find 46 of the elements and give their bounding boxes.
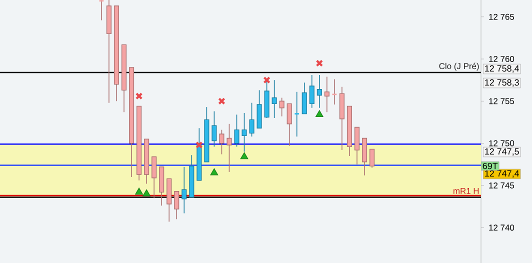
candlestick [370,148,375,168]
candlestick [324,76,330,113]
text: 12 747,4 [485,170,520,178]
candlestick [316,74,322,108]
candlestick [286,103,292,146]
y-tick-label: 12 745 [489,182,514,188]
candlestick [226,124,232,172]
text: 69T [482,162,498,170]
candlestick [212,110,217,148]
ref-line-label: Clo (J Pré) [439,62,479,71]
point [263,76,270,84]
text: 12 758,3 [485,79,519,87]
y-tick-label: 12 740 [489,224,514,231]
candlestick [249,102,254,137]
point [210,168,218,176]
point [135,92,143,100]
point [135,188,143,195]
candlestick [362,138,368,176]
candlestick [279,97,284,117]
y-tick-label: 12 765 [489,14,514,20]
point [196,141,203,149]
candlestick [98,0,104,21]
ref-line-label: mR1 H [454,188,479,194]
point [240,152,248,160]
candlestick [309,74,314,108]
point [218,98,226,105]
candlestick [242,112,247,152]
point [316,60,324,67]
candlestick [272,80,277,118]
y-tick-label: 12 750 [489,140,514,146]
candlestick [332,78,338,105]
candlestick [219,129,224,155]
point [142,189,150,196]
point [315,110,324,118]
candlestick [256,90,262,129]
candlestick [294,91,300,137]
candlestick [174,190,180,220]
candlestick [152,156,157,198]
text: 12 758,4 [485,65,520,73]
candlestick [182,166,187,214]
candlestick [302,82,307,114]
y-tick-label: 12 760 [489,56,514,62]
y-tick-label: 12 755 [489,98,514,104]
candlestick [234,114,240,148]
text: 12 747,5 [485,148,519,156]
candlestick [354,126,360,165]
